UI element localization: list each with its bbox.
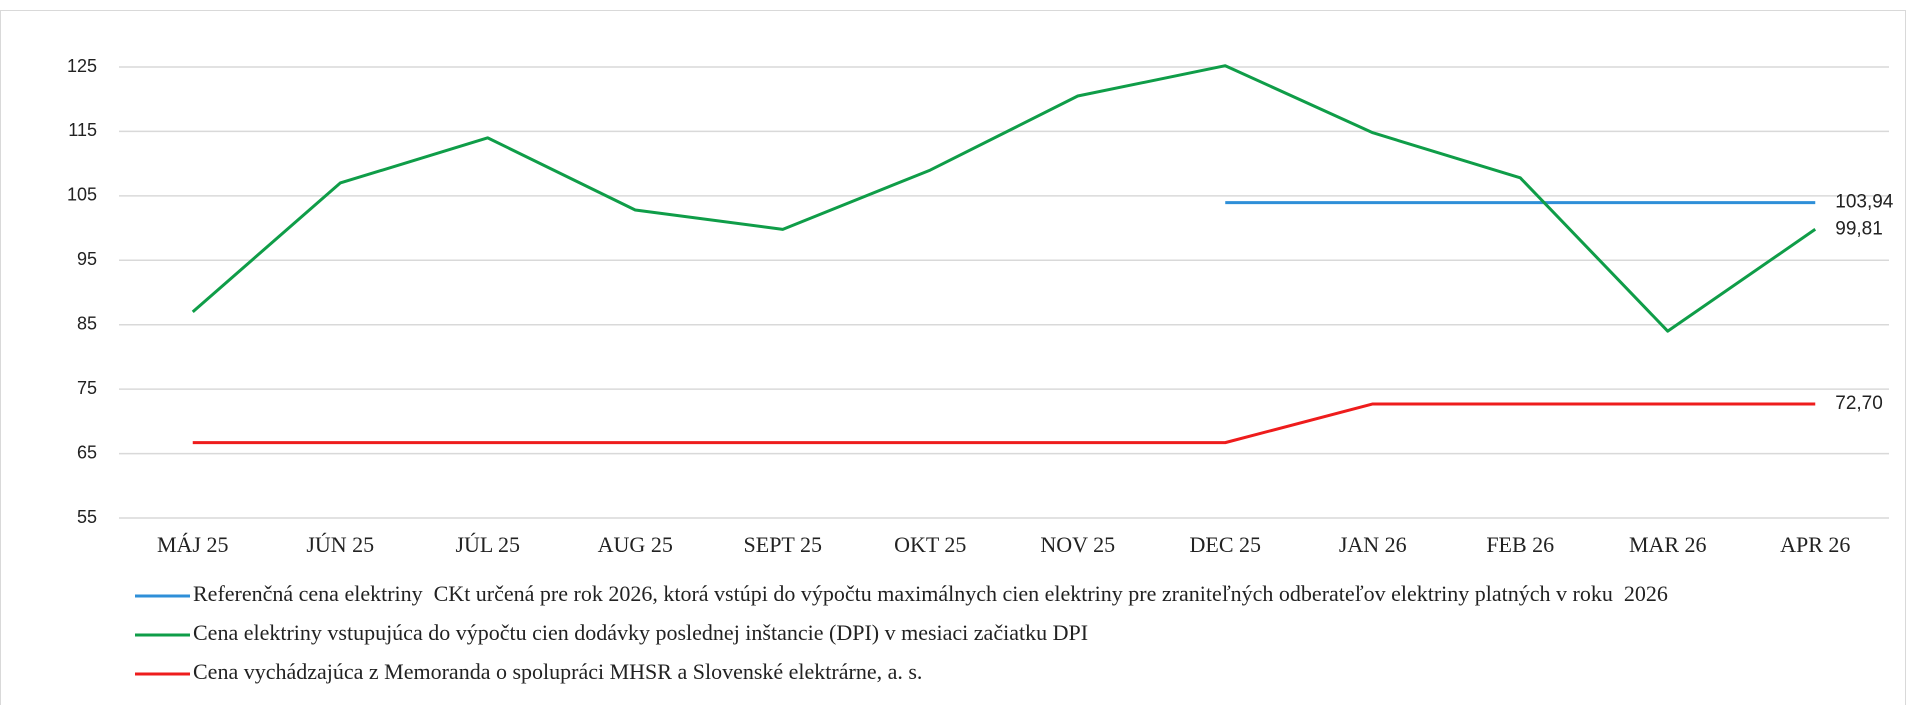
x-tick-label: DEC 25 (1190, 532, 1262, 557)
series-line (191, 64, 1817, 333)
y-tick-label: 55 (77, 507, 97, 527)
chart-frame (0, 10, 1906, 705)
x-tick-label: OKT 25 (894, 532, 966, 557)
series-line (192, 402, 1816, 445)
data-label: 103,94 (1835, 192, 1894, 213)
x-tick-label: FEB 26 (1486, 532, 1554, 557)
x-tick-label: NOV 25 (1040, 532, 1115, 557)
x-tick-label: SEPT 25 (744, 532, 822, 557)
legend-label: Cena elektriny vstupujúca do výpočtu cie… (193, 620, 1088, 645)
data-label: 72,70 (1835, 393, 1883, 414)
y-tick-label: 75 (77, 378, 97, 398)
legend-label: Cena vychádzajúca z Memoranda o spoluprá… (193, 659, 922, 684)
y-tick-label: 95 (77, 249, 97, 269)
y-tick-label: 125 (67, 56, 97, 76)
data-label: 99,81 (1835, 218, 1883, 239)
x-tick-label: MAR 26 (1629, 532, 1707, 557)
legend-label: Referenčná cena elektriny CKt určená pre… (193, 581, 1668, 606)
x-tick-label: JÚL 25 (455, 532, 520, 557)
x-tick-label: JAN 26 (1339, 532, 1407, 557)
y-tick-label: 65 (77, 442, 97, 462)
x-tick-label: MÁJ 25 (157, 532, 229, 557)
y-tick-label: 85 (77, 313, 97, 333)
y-tick-label: 105 (67, 185, 97, 205)
x-tick-label: JÚN 25 (306, 532, 374, 557)
x-tick-label: AUG 25 (598, 532, 673, 557)
x-tick-label: APR 26 (1780, 532, 1850, 557)
y-tick-label: 115 (68, 120, 97, 140)
